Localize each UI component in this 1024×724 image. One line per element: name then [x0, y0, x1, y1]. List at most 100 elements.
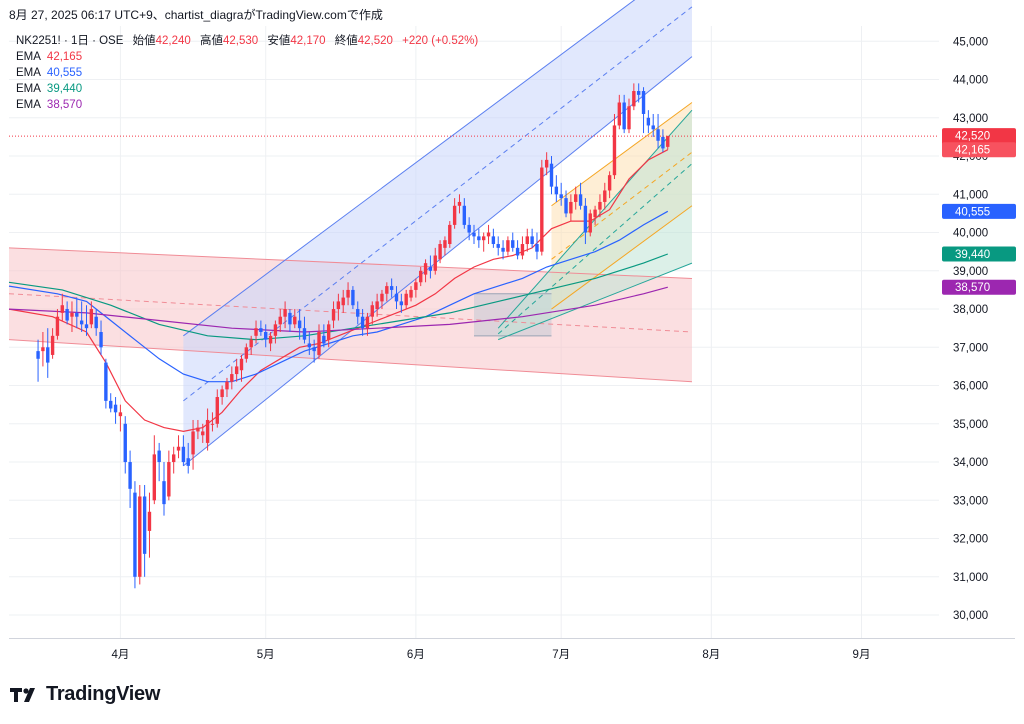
candle: [622, 94, 626, 134]
x-tick-label: 5月: [257, 649, 275, 661]
candle: [171, 446, 176, 474]
candle-body: [60, 305, 64, 313]
candle-body: [491, 236, 496, 245]
candle: [389, 278, 394, 298]
ema-line: [8, 149, 669, 433]
candle: [462, 198, 467, 229]
symbol-name[interactable]: NK2251! · 1日 · OSE: [16, 35, 124, 47]
candle-body: [133, 492, 137, 577]
green-fan-midline: [497, 163, 693, 335]
candle-body: [123, 423, 127, 463]
candle: [351, 286, 355, 310]
x-tick-label: 4月: [111, 649, 129, 661]
candle: [530, 228, 534, 248]
candle-body: [186, 458, 190, 466]
x-tick-label: 8月: [702, 649, 720, 661]
candle: [46, 328, 50, 378]
brand-name: TradingView: [46, 683, 161, 705]
candle-body: [41, 347, 45, 352]
candle: [525, 228, 529, 252]
candle-body: [389, 286, 394, 290]
close-value: 42,520: [357, 35, 393, 47]
candle-body: [259, 328, 263, 332]
candle-body: [457, 201, 462, 206]
candle: [293, 309, 297, 329]
candle: [70, 301, 74, 332]
candle: [486, 224, 491, 245]
candle: [99, 320, 103, 355]
candle-body: [651, 125, 655, 130]
candle-body: [307, 343, 312, 348]
candle-body: [515, 247, 520, 256]
candle: [278, 309, 282, 332]
ema-blue-badge-value: 40,555: [955, 206, 990, 218]
candle: [481, 232, 486, 252]
candle-body: [520, 244, 525, 256]
candle-body: [138, 496, 142, 577]
candle-body: [70, 312, 74, 317]
candle-body: [448, 224, 452, 245]
ema-green-badge: [942, 246, 1016, 262]
candle: [544, 152, 549, 176]
x-tick-label: 6月: [407, 649, 425, 661]
candle-body: [65, 309, 69, 321]
candle-body: [564, 198, 568, 214]
candle: [162, 462, 166, 516]
candle: [128, 450, 132, 508]
candle-body: [176, 446, 181, 451]
candle: [215, 389, 219, 428]
candle-body: [511, 240, 515, 248]
candle-body: [75, 312, 79, 317]
legend-ema-4[interactable]: EMA 38,570: [16, 97, 478, 113]
candle-body: [467, 224, 471, 233]
time-axis: 4月 5月 6月 7月 8月 9月: [9, 638, 1015, 661]
candle: [259, 320, 263, 336]
legend-ema-3[interactable]: EMA 39,440: [16, 81, 478, 97]
candle-body: [535, 244, 539, 252]
candle-body: [554, 186, 559, 195]
candle-body: [94, 316, 98, 329]
candle-body: [646, 117, 651, 126]
tradingview-logo[interactable]: TradingView: [10, 683, 160, 706]
ema-purple-badge-value: 38,570: [955, 282, 990, 294]
candle-body: [230, 374, 234, 382]
candle: [317, 324, 321, 359]
candle: [307, 332, 312, 355]
candle: [535, 232, 539, 260]
candle-body: [394, 293, 399, 302]
candle: [41, 332, 45, 367]
candle-body: [540, 167, 544, 252]
candle: [448, 221, 452, 248]
x-tick-label: 7月: [552, 649, 570, 661]
price-axis: 30,000 31,000 32,000 33,000 34,000 35,000 36,0…: [953, 36, 988, 622]
candle-body: [302, 328, 307, 340]
candle: [283, 301, 287, 329]
legend-ema-1[interactable]: EMA 42,165: [16, 49, 478, 65]
candle-body: [496, 244, 500, 248]
candle: [656, 113, 660, 149]
y-tick-label: 43,000: [953, 113, 988, 125]
candle-body: [99, 332, 103, 348]
candle-body: [661, 136, 665, 149]
candle: [472, 224, 476, 245]
candle: [588, 209, 592, 237]
blue-ascending-channel-edge: [183, 0, 636, 337]
chart-credit-header: 8月 27, 2025 06:17 UTC+9、chartist_diagraが…: [9, 8, 383, 22]
candle-body: [574, 194, 578, 202]
candle-body: [225, 381, 229, 390]
candle-body: [559, 194, 563, 199]
candle-body: [549, 163, 554, 187]
candle-body: [593, 209, 597, 218]
candle-body: [438, 244, 442, 260]
candle-body: [365, 316, 370, 329]
candle-body: [603, 190, 607, 202]
candle: [268, 332, 273, 352]
candle-body: [385, 286, 389, 294]
ema-line: [8, 286, 668, 333]
y-tick-label: 41,000: [953, 189, 988, 201]
candle: [326, 320, 331, 348]
legend-ema-2[interactable]: EMA 40,555: [16, 65, 478, 81]
candle: [65, 301, 69, 325]
candle-body: [351, 289, 355, 306]
